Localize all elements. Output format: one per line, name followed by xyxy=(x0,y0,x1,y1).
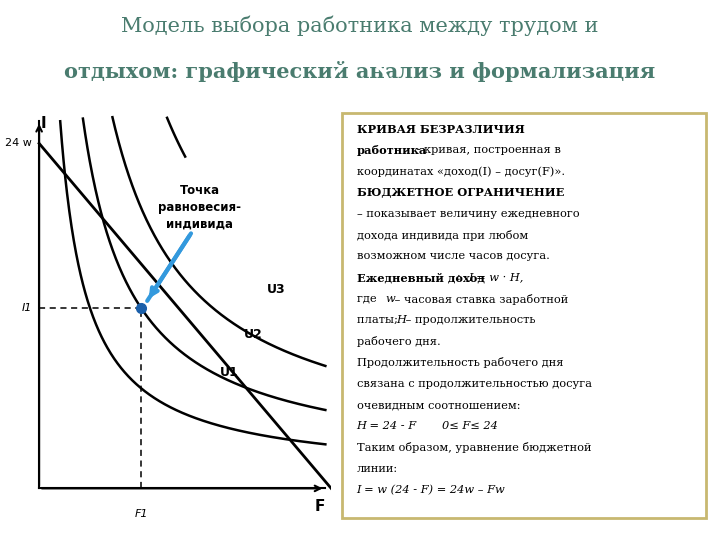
Text: рабочего дня.: рабочего дня. xyxy=(356,336,441,347)
Text: – продолжительность: – продолжительность xyxy=(402,315,536,325)
Text: отдыхом: графический анализ и формализация: отдыхом: графический анализ и формализац… xyxy=(64,61,656,82)
Text: Ежедневный доход: Ежедневный доход xyxy=(356,272,485,284)
Text: БЮДЖЕТНОЕ ОГРАНИЧЕНИЕ: БЮДЖЕТНОЕ ОГРАНИЧЕНИЕ xyxy=(356,187,564,198)
Text: I1: I1 xyxy=(22,303,32,313)
Text: 24 w: 24 w xyxy=(5,138,32,149)
Text: очевидным соотношением:: очевидным соотношением: xyxy=(356,400,520,410)
Text: дохода индивида при любом: дохода индивида при любом xyxy=(356,230,528,241)
Text: Таким образом, уравнение бюджетной: Таким образом, уравнение бюджетной xyxy=(356,442,591,454)
Text: U3: U3 xyxy=(267,284,286,296)
Text: Продолжительность рабочего дня: Продолжительность рабочего дня xyxy=(356,357,563,368)
Text: H = 24 - F: H = 24 - F xyxy=(356,421,417,431)
Text: Точка
равновесия-
индивида: Точка равновесия- индивида xyxy=(158,184,241,231)
Text: – показывает величину ежедневного: – показывает величину ежедневного xyxy=(356,208,579,219)
Text: возможном числе часов досуга.: возможном числе часов досуга. xyxy=(356,251,549,261)
Text: :: : xyxy=(456,272,464,282)
Text: H: H xyxy=(397,315,406,325)
Text: – часовая ставка заработной: – часовая ставка заработной xyxy=(391,294,568,305)
Text: платы;: платы; xyxy=(356,315,401,325)
Text: U2: U2 xyxy=(243,328,262,341)
Text: F: F xyxy=(315,499,325,514)
Text: 0≤ F≤ 24: 0≤ F≤ 24 xyxy=(413,421,498,431)
Text: - кривая, построенная в: - кривая, построенная в xyxy=(413,145,561,155)
Text: I = w (24 - F) = 24w – Fw: I = w (24 - F) = 24w – Fw xyxy=(356,485,505,495)
Text: F1: F1 xyxy=(135,509,148,519)
Text: U1: U1 xyxy=(220,366,239,379)
Text: работника: работника xyxy=(356,145,427,156)
Text: где: где xyxy=(356,294,384,303)
Text: I: I xyxy=(41,117,46,131)
Text: линии:: линии: xyxy=(356,464,397,474)
Text: координатах «доход(I) – досуг(F)».: координатах «доход(I) – досуг(F)». xyxy=(356,166,564,177)
Text: связана с продолжительностью досуга: связана с продолжительностью досуга xyxy=(356,379,592,389)
Text: w: w xyxy=(385,294,395,303)
Text: КРИВАЯ БЕЗРАЗЛИЧИЯ: КРИВАЯ БЕЗРАЗЛИЧИЯ xyxy=(356,124,524,134)
Text: Модель выбора работника между трудом и: Модель выбора работника между трудом и xyxy=(121,16,599,36)
Text: I = w · H,: I = w · H, xyxy=(468,272,523,282)
FancyBboxPatch shape xyxy=(342,113,706,518)
